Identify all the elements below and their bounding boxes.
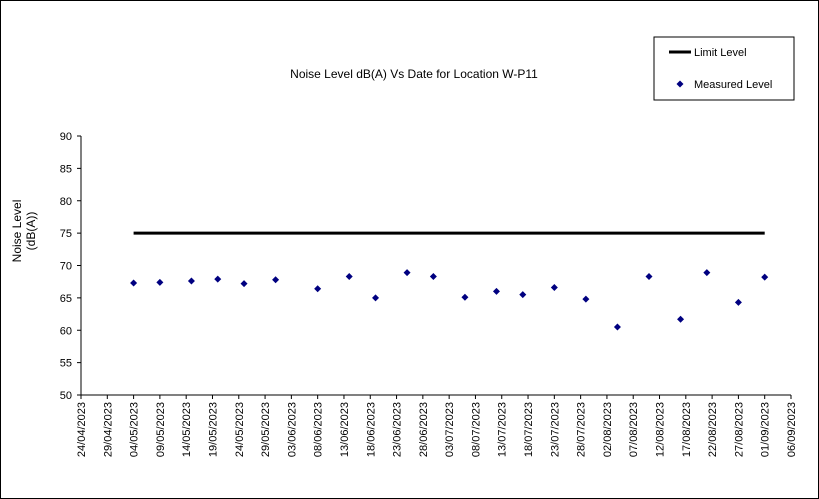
x-tick-label: 03/06/2023 xyxy=(286,402,298,457)
y-tick-label: 70 xyxy=(60,261,72,273)
x-tick-label: 23/07/2023 xyxy=(549,402,561,457)
x-tick-label: 09/05/2023 xyxy=(155,402,167,457)
y-tick-label: 85 xyxy=(60,163,72,175)
x-tick-label: 06/09/2023 xyxy=(786,402,798,457)
x-tick-label: 17/08/2023 xyxy=(681,402,693,457)
chart-title: Noise Level dB(A) Vs Date for Location W… xyxy=(290,67,538,81)
measured-level-point xyxy=(314,285,322,293)
y-tick-label: 65 xyxy=(60,293,72,305)
measured-level-point xyxy=(429,273,437,281)
x-tick-label: 18/06/2023 xyxy=(365,402,377,457)
measured-level-point xyxy=(461,293,469,301)
measured-level-point xyxy=(519,291,527,299)
x-tick-label: 08/07/2023 xyxy=(470,402,482,457)
x-tick-label: 23/06/2023 xyxy=(392,402,404,457)
x-tick-label: 29/05/2023 xyxy=(260,402,272,457)
y-tick-label: 75 xyxy=(60,228,72,240)
x-tick-label: 08/06/2023 xyxy=(313,402,325,457)
x-tick-label: 13/07/2023 xyxy=(497,402,509,457)
measured-level-point xyxy=(240,280,248,288)
x-tick-label: 18/07/2023 xyxy=(523,402,535,457)
measured-level-point xyxy=(734,298,742,306)
y-tick-label: 55 xyxy=(60,358,72,370)
measured-level-point xyxy=(582,295,590,303)
measured-level-point xyxy=(130,279,138,287)
x-tick-label: 03/07/2023 xyxy=(444,402,456,457)
measured-level-point xyxy=(703,269,711,277)
x-tick-label: 14/05/2023 xyxy=(181,402,193,457)
measured-level-point xyxy=(187,277,195,285)
legend-box xyxy=(653,36,795,101)
x-tick-label: 04/05/2023 xyxy=(129,402,141,457)
y-tick-label: 80 xyxy=(60,196,72,208)
measured-level-point xyxy=(761,273,769,281)
x-tick-label: 27/08/2023 xyxy=(733,402,745,457)
x-tick-label: 19/05/2023 xyxy=(207,402,219,457)
x-tick-label: 01/09/2023 xyxy=(760,402,772,457)
measured-level-point xyxy=(645,273,653,281)
x-tick-label: 12/08/2023 xyxy=(655,402,667,457)
measured-level-point xyxy=(403,269,411,277)
y-tick-label: 50 xyxy=(60,390,72,402)
plot-area: 50 55 60 65 70 75 80 85 90 24/04/2023 29/04/2023 04… xyxy=(60,131,798,457)
y-axis-label-line1: Noise Level xyxy=(10,200,24,263)
measured-level-point xyxy=(345,273,353,281)
measured-level-point xyxy=(272,276,280,284)
measured-level-point xyxy=(372,294,380,302)
y-tick-label: 60 xyxy=(60,325,72,337)
y-axis-label-line2: (dB(A)) xyxy=(24,212,38,251)
measured-level-point xyxy=(214,275,222,283)
legend-measured-label: Measured Level xyxy=(694,79,772,91)
x-tick-label: 24/05/2023 xyxy=(234,402,246,457)
x-tick-label: 29/04/2023 xyxy=(102,402,114,457)
measured-level-point xyxy=(550,284,558,292)
legend-measured-marker xyxy=(676,80,684,88)
x-tick-label: 28/07/2023 xyxy=(576,402,588,457)
measured-level-point xyxy=(156,278,164,286)
x-tick-label: 02/08/2023 xyxy=(602,402,614,457)
legend-limit-label: Limit Level xyxy=(694,47,747,59)
measured-level-point xyxy=(492,287,500,295)
y-tick-label: 90 xyxy=(60,131,72,143)
x-tick-label: 07/08/2023 xyxy=(628,402,640,457)
x-tick-label: 13/06/2023 xyxy=(339,402,351,457)
measured-level-point xyxy=(613,323,621,331)
y-axis-label: Noise Level (dB(A)) xyxy=(10,200,38,263)
x-tick-label: 24/04/2023 xyxy=(76,402,88,457)
x-tick-label: 22/08/2023 xyxy=(707,402,719,457)
x-tick-label: 28/06/2023 xyxy=(418,402,430,457)
measured-level-point xyxy=(677,315,685,323)
